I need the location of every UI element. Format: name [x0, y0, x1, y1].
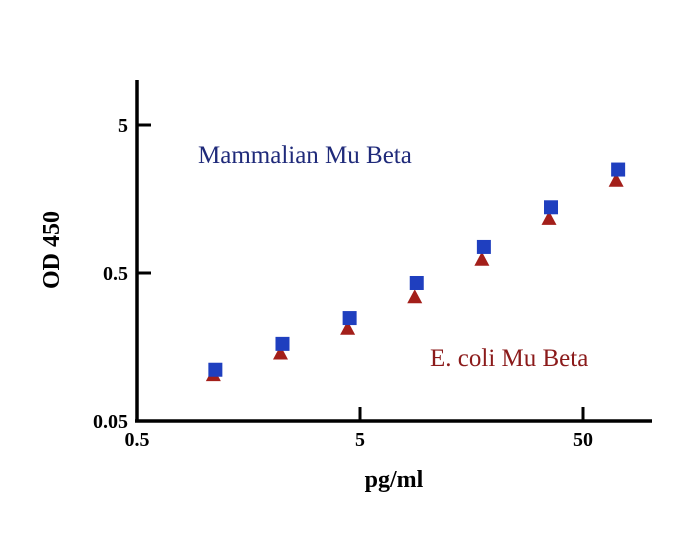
- mammalian-point-1: [275, 336, 290, 351]
- mammalian-point-4: [476, 239, 491, 254]
- marks: [205, 162, 626, 382]
- mammalian-point-6: [611, 162, 626, 177]
- series-label-e-coli-mu-beta: E. coli Mu Beta: [430, 345, 588, 372]
- x-tick-label-1: 5: [355, 429, 365, 451]
- series-label-mammalian-mu-beta: Mammalian Mu Beta: [198, 142, 412, 169]
- ecoli-point-4: [474, 251, 490, 266]
- mammalian-point-0: [208, 362, 223, 377]
- y-axis-title: OD 450: [39, 211, 65, 289]
- ecoli-point-5: [541, 210, 557, 225]
- ticks: 0.5 5 500.050.55: [93, 115, 593, 451]
- ecoli-point-6: [608, 172, 624, 187]
- y-tick-label-1: 0.5: [103, 263, 128, 285]
- ecoli-point-2: [340, 320, 356, 335]
- ecoli-point-3: [407, 289, 423, 304]
- mammalian-point-5: [544, 200, 559, 215]
- x-axis-title: pg/ml: [365, 467, 424, 493]
- y-tick-label-2: 5: [118, 115, 128, 137]
- mammalian-point-2: [342, 311, 357, 326]
- x-tick-label-0: 0.5: [125, 429, 150, 451]
- mammalian-point-3: [409, 275, 424, 290]
- ecoli-point-1: [272, 345, 288, 360]
- y-tick-label-0: 0.05: [93, 411, 128, 433]
- x-tick-label-2: 50: [573, 429, 593, 451]
- axes: [135, 80, 652, 423]
